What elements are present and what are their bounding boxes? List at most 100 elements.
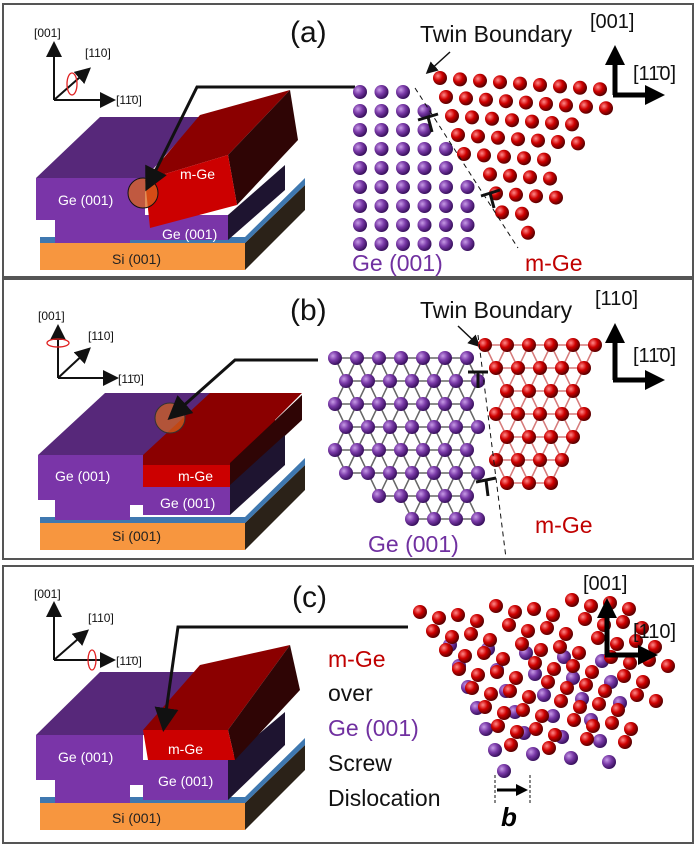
mge-atom: [565, 593, 579, 607]
mge-atom: [531, 133, 545, 148]
ge-atom: [350, 351, 364, 365]
twin-boundary-title: Twin Boundary: [420, 297, 573, 323]
mge-atom: [577, 361, 591, 375]
mge-atom: [471, 668, 485, 682]
lattice-axis-up: [001]: [590, 11, 634, 33]
burgers-label: b: [501, 802, 517, 832]
mge-atom: [511, 361, 525, 375]
panel-border: [2, 278, 694, 560]
mge-atom: [509, 187, 523, 202]
mge-atom: [500, 430, 514, 444]
mge-atom: [497, 149, 511, 164]
mge-atom: [432, 611, 446, 625]
ge-atom: [396, 85, 410, 99]
mge-atom: [516, 703, 530, 717]
legend-ge: Ge (001): [328, 715, 419, 741]
si-label: Si (001): [112, 251, 161, 267]
ge-atom: [396, 237, 410, 251]
lattice-axis-right: [11̄0]: [633, 63, 676, 85]
mge-atom: [623, 656, 637, 670]
mge-atom: [533, 78, 547, 92]
ge-lattice-label: Ge (001): [352, 250, 443, 276]
mge-atom: [566, 384, 580, 398]
mge-atom: [573, 700, 587, 714]
mge-atom: [527, 602, 541, 616]
mge-atom: [470, 614, 484, 628]
ge-atom: [353, 123, 367, 137]
mge-atom: [426, 624, 440, 638]
ge-atom: [471, 420, 485, 434]
mge-label: m-Ge: [180, 166, 215, 182]
ge-top-label: Ge (001): [58, 749, 113, 765]
mge-atom: [465, 681, 479, 695]
ge-atom: [438, 397, 452, 411]
device-a: m-Ge Ge (001) Ge (001) Si (001): [36, 90, 305, 270]
ge-atom: [374, 104, 389, 118]
mge-atom: [511, 453, 525, 467]
lattice-axis-up: [001]: [583, 573, 627, 595]
rotation-icon: [87, 649, 97, 671]
zoom-pointer: [145, 85, 355, 192]
ge-atom: [374, 180, 389, 194]
mge-atom: [484, 687, 498, 701]
ge-atom: [417, 142, 432, 156]
mge-atom: [511, 407, 525, 421]
ge-atom: [537, 688, 551, 702]
mge-atom: [525, 114, 539, 129]
rotation-icon: [46, 338, 70, 348]
mge-atom: [451, 608, 465, 622]
mge-atom: [413, 605, 427, 619]
mge-atom: [579, 99, 593, 114]
ge-atom: [460, 199, 475, 213]
ge-atom: [416, 443, 430, 457]
mge-atom: [553, 640, 567, 654]
panel-c: [001] [110] [11̄0] m-Ge Ge (001) Ge (001…: [2, 565, 694, 844]
ge-atom: [438, 443, 452, 457]
axis-label-110: [110]: [88, 611, 114, 625]
ge-atom: [394, 397, 408, 411]
ge-atom: [460, 180, 475, 194]
ge-atom: [353, 180, 367, 194]
mge-atom: [465, 110, 479, 125]
ge-atom: [479, 722, 493, 736]
mge-atom: [533, 361, 547, 375]
mge-atom: [510, 725, 524, 739]
mge-atom: [580, 732, 594, 746]
mge-atom: [617, 669, 631, 683]
si-substrate: [40, 243, 245, 270]
mge-atom: [489, 599, 503, 613]
mge-atom: [471, 129, 485, 144]
mge-atom: [439, 90, 453, 104]
ge-atom: [353, 85, 367, 99]
mge-atom: [453, 72, 467, 87]
ge-atom: [526, 747, 540, 761]
axis-label-001: [001]: [34, 587, 61, 601]
mge-atom: [636, 675, 650, 689]
ge-atom: [383, 374, 397, 388]
mge-atom: [490, 665, 504, 679]
ge-atom: [353, 104, 367, 118]
axis-triad: [001] [110] [11̄0]: [38, 309, 144, 386]
mge-atom: [551, 135, 565, 149]
mge-atom: [496, 652, 510, 666]
lattice-axis-up: [110]: [595, 288, 638, 310]
ge-bottom-label: Ge (001): [162, 226, 217, 242]
mge-atom: [544, 338, 558, 352]
legend-over: over: [328, 680, 373, 706]
ge-atom: [427, 374, 441, 388]
mge-atom: [554, 694, 568, 708]
ge-atom: [405, 466, 419, 480]
ge-atom: [460, 237, 475, 251]
ge-atom: [396, 142, 410, 156]
axis-label-001: [001]: [38, 309, 65, 323]
ge-atom: [374, 142, 389, 156]
mge-block: [143, 465, 230, 487]
ge-atom: [374, 237, 389, 251]
mge-atom: [566, 659, 580, 673]
mge-atom: [533, 407, 547, 421]
mge-atom: [534, 643, 548, 657]
mge-atom: [497, 706, 511, 720]
mge-atom: [598, 684, 612, 698]
ge-atom: [460, 218, 475, 232]
